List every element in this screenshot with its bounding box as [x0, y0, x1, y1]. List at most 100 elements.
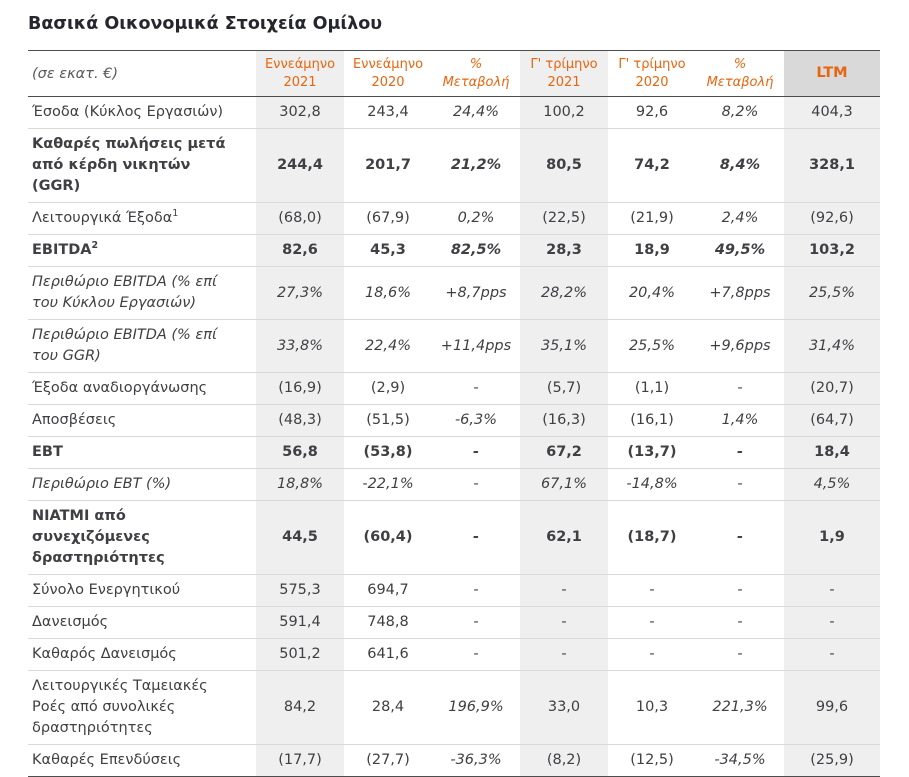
value-cell: 641,6: [344, 638, 432, 672]
value-cell: -: [432, 606, 520, 640]
row-label: Καθαρές πωλήσεις μετά από κέρδη νικητών …: [28, 128, 256, 204]
value-cell: -: [696, 500, 784, 576]
value-cell: (16,1): [608, 404, 696, 438]
row-label: Αποσβέσεις: [28, 404, 256, 438]
row-label: Καθαρός Δανεισμός: [28, 638, 256, 672]
value-cell: -: [696, 372, 784, 406]
value-cell: -: [608, 606, 696, 640]
value-cell: -: [520, 638, 608, 672]
value-cell: (53,8): [344, 436, 432, 470]
value-cell: 28,2%: [520, 266, 608, 321]
column-header: Εννεάμηνο 2020: [344, 49, 432, 98]
value-cell: 82,6: [256, 234, 344, 268]
value-cell: 100,2: [520, 96, 608, 130]
value-cell: (2,9): [344, 372, 432, 406]
table-row: EBITDA2 82,6 45,3 82,5% 28,3 18,9 49,5% 103,2: [28, 234, 880, 268]
value-cell: 82,5%: [432, 234, 520, 268]
value-cell: 28,3: [520, 234, 608, 268]
row-label: Περιθώριο EBITDA (% επί του GGR): [28, 319, 256, 374]
table-row: Λειτουργικές Ταμειακές Ροές από συνολικέ…: [28, 670, 880, 746]
value-cell: (13,7): [608, 436, 696, 470]
value-cell: 575,3: [256, 574, 344, 608]
value-cell: 56,8: [256, 436, 344, 470]
value-cell: -: [608, 638, 696, 672]
value-cell: 2,4%: [696, 202, 784, 236]
value-cell: 92,6: [608, 96, 696, 130]
value-cell: -: [608, 574, 696, 608]
value-cell: 27,3%: [256, 266, 344, 321]
value-cell: 0,2%: [432, 202, 520, 236]
value-cell: (21,9): [608, 202, 696, 236]
row-label: Περιθώριο EBT (%): [28, 468, 256, 502]
value-cell: -: [696, 574, 784, 608]
value-cell: 244,4: [256, 128, 344, 204]
value-cell: (20,7): [784, 372, 880, 406]
table-row: Περιθώριο EBT (%) 18,8% -22,1% -67,1% -14,8%…: [28, 468, 880, 502]
table-body: Έσοδα (Κύκλος Εργασιών) 302,8 243,4 24,4% 10…: [28, 96, 880, 777]
value-cell: 591,4: [256, 606, 344, 640]
value-cell: 35,1%: [520, 319, 608, 374]
row-label: Έσοδα (Κύκλος Εργασιών): [28, 96, 256, 130]
value-cell: 748,8: [344, 606, 432, 640]
value-cell: (27,7): [344, 744, 432, 777]
value-cell: 33,0: [520, 670, 608, 746]
value-cell: (5,7): [520, 372, 608, 406]
value-cell: (60,4): [344, 500, 432, 576]
value-cell: -34,5%: [696, 744, 784, 777]
value-cell: 74,2: [608, 128, 696, 204]
unit-label: (σε εκατ. €): [28, 49, 256, 98]
value-cell: 1,9: [784, 500, 880, 576]
value-cell: -: [784, 574, 880, 608]
table-row: Καθαρές πωλήσεις μετά από κέρδη νικητών …: [28, 128, 880, 204]
column-header: % Μεταβολή: [432, 49, 520, 98]
value-cell: 80,5: [520, 128, 608, 204]
value-cell: -: [432, 372, 520, 406]
value-cell: 31,4%: [784, 319, 880, 374]
value-cell: -: [432, 500, 520, 576]
column-header: Γ' τρίμηνο 2020: [608, 49, 696, 98]
value-cell: -14,8%: [608, 468, 696, 502]
value-cell: 8,4%: [696, 128, 784, 204]
value-cell: -: [784, 606, 880, 640]
financial-table: (σε εκατ. €) Εννεάμηνο 2021 Εννεάμηνο 202…: [28, 49, 880, 777]
value-cell: +9,6pps: [696, 319, 784, 374]
table-row: Αποσβέσεις (48,3) (51,5) -6,3% (16,3) (16,1) 1…: [28, 404, 880, 438]
value-cell: (16,3): [520, 404, 608, 438]
value-cell: -: [696, 468, 784, 502]
value-cell: 243,4: [344, 96, 432, 130]
value-cell: (12,5): [608, 744, 696, 777]
value-cell: -: [696, 638, 784, 672]
value-cell: 20,4%: [608, 266, 696, 321]
value-cell: 221,3%: [696, 670, 784, 746]
value-cell: 302,8: [256, 96, 344, 130]
value-cell: 99,6: [784, 670, 880, 746]
row-label: Λειτουργικές Ταμειακές Ροές από συνολικέ…: [28, 670, 256, 746]
table-row: Σύνολο Ενεργητικού 575,3 694,7- - - - -: [28, 574, 880, 608]
value-cell: -: [784, 638, 880, 672]
value-cell: 24,4%: [432, 96, 520, 130]
value-cell: 501,2: [256, 638, 344, 672]
value-cell: -: [520, 606, 608, 640]
row-label: Σύνολο Ενεργητικού: [28, 574, 256, 608]
value-cell: +7,8pps: [696, 266, 784, 321]
value-cell: -: [432, 468, 520, 502]
value-cell: (16,9): [256, 372, 344, 406]
value-cell: 67,1%: [520, 468, 608, 502]
row-label: Περιθώριο EBITDA (% επί του Κύκλου Εργασ…: [28, 266, 256, 321]
value-cell: 84,2: [256, 670, 344, 746]
value-cell: -36,3%: [432, 744, 520, 777]
value-cell: 33,8%: [256, 319, 344, 374]
value-cell: (92,6): [784, 202, 880, 236]
value-cell: 201,7: [344, 128, 432, 204]
value-cell: (48,3): [256, 404, 344, 438]
column-header: Εννεάμηνο 2021: [256, 49, 344, 98]
table-row: NIATMI από συνεχιζόμενες δραστηριότητες 4…: [28, 500, 880, 576]
table-row: Δανεισμός 591,4 748,8- - - - -: [28, 606, 880, 640]
value-cell: 22,4%: [344, 319, 432, 374]
value-cell: 694,7: [344, 574, 432, 608]
value-cell: -: [696, 606, 784, 640]
value-cell: (1,1): [608, 372, 696, 406]
row-label: EBT: [28, 436, 256, 470]
value-cell: (17,7): [256, 744, 344, 777]
